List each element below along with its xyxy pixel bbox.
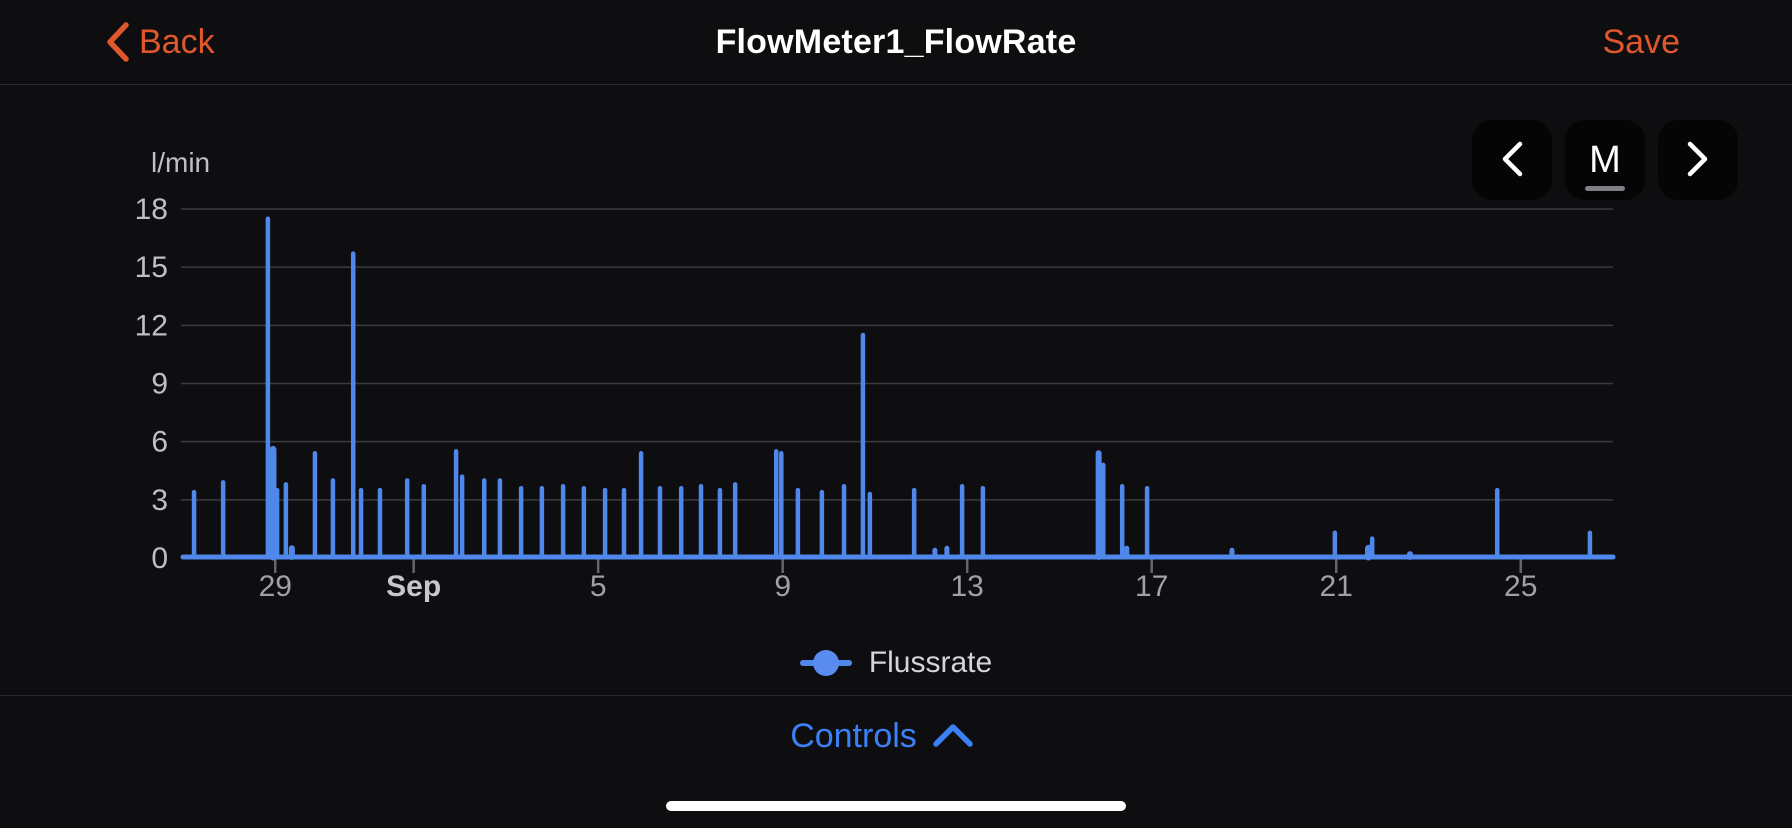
period-mode-button[interactable]: M: [1565, 120, 1645, 200]
chevron-right-icon: [1685, 140, 1711, 181]
x-axis-tick-label: 25: [1504, 570, 1537, 603]
y-axis-tick-label: 3: [151, 484, 168, 517]
y-axis-tick-label: 18: [135, 193, 168, 226]
back-button-label: Back: [139, 23, 215, 61]
chevron-left-icon: [106, 22, 130, 62]
y-axis-tick-label: 15: [135, 251, 168, 284]
x-axis-tick-label: 29: [259, 570, 292, 603]
x-axis-tick-label: Sep: [386, 570, 441, 603]
period-next-button[interactable]: [1658, 120, 1738, 200]
legend-series-label: Flussrate: [868, 646, 993, 679]
x-axis-tick-label: 17: [1135, 570, 1168, 603]
controls-toggle-button[interactable]: Controls: [0, 716, 1778, 757]
period-selector: M: [1472, 120, 1738, 200]
back-button[interactable]: Back: [106, 0, 215, 84]
home-indicator[interactable]: [666, 801, 1126, 811]
x-axis-tick-label: 21: [1320, 570, 1353, 603]
period-mode-label: M: [1589, 139, 1621, 181]
y-axis-tick-label: 9: [151, 368, 168, 401]
nav-bar: Back FlowMeter1_FlowRate Save: [0, 0, 1792, 85]
save-button-label: Save: [1602, 23, 1681, 61]
y-axis-tick-label: 0: [151, 542, 168, 575]
bottom-divider: [0, 695, 1792, 696]
legend-line-marker-icon: [799, 650, 852, 676]
y-axis-unit-label: l/min: [151, 147, 211, 178]
save-button[interactable]: Save: [1603, 0, 1681, 84]
chevron-left-icon: [1499, 140, 1525, 181]
x-axis-tick-label: 5: [590, 570, 607, 603]
chart-legend: Flussrate: [0, 646, 1792, 680]
y-axis-tick-label: 6: [151, 426, 168, 459]
y-axis-tick-label: 12: [135, 309, 168, 342]
chevron-up-icon: [932, 722, 974, 751]
legend-dot-icon: [812, 650, 839, 676]
controls-label: Controls: [790, 717, 917, 755]
period-mode-underline: [1585, 186, 1625, 191]
x-axis-tick-label: 13: [951, 570, 984, 603]
x-axis-tick-label: 9: [774, 570, 791, 603]
period-prev-button[interactable]: [1472, 120, 1552, 200]
page-title: FlowMeter1_FlowRate: [715, 23, 1077, 61]
